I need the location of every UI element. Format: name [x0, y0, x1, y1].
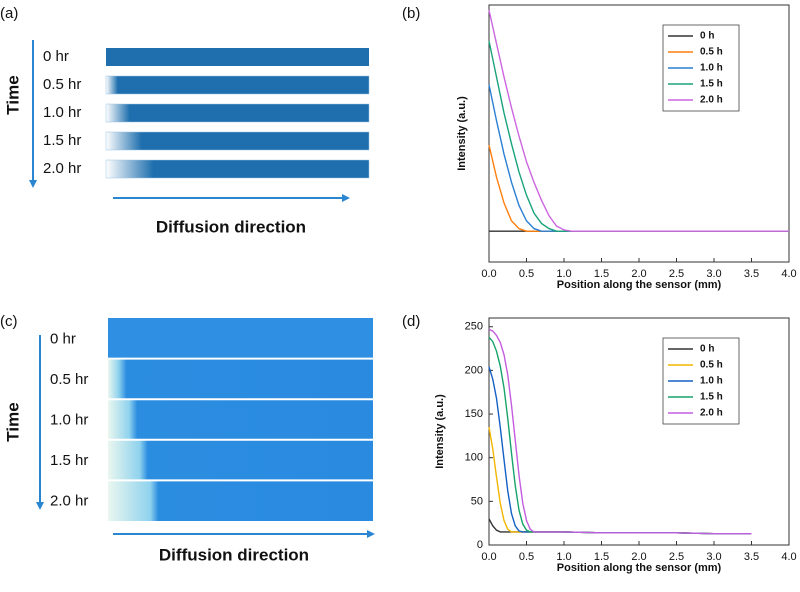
- row-label: 0.5 hr: [43, 76, 81, 93]
- panel-label: (b): [402, 5, 420, 22]
- y-tick-label: 100: [465, 452, 483, 464]
- legend-label: 2.0 h: [700, 408, 723, 419]
- y-tick-label: 150: [465, 408, 483, 420]
- legend-label: 1.0 h: [700, 376, 723, 387]
- row-label: 1.5 hr: [43, 132, 81, 149]
- y-tick-label: 250: [465, 321, 483, 333]
- x-tick-label: 2.0: [631, 268, 646, 280]
- legend-label: 1.5 h: [700, 392, 723, 403]
- diffusion-bar: [105, 103, 370, 123]
- x-tick-label: 2.0: [631, 551, 646, 563]
- x-axis-label: Position along the sensor (mm): [557, 562, 722, 574]
- row-label: 1.5 hr: [50, 452, 88, 469]
- panel-label: (d): [402, 313, 420, 330]
- row-label: 0.5 hr: [50, 371, 88, 388]
- row-label: 0 hr: [43, 48, 69, 65]
- legend-label: 1.0 h: [700, 63, 723, 74]
- series-line: [488, 328, 752, 535]
- arrow-head: [367, 530, 375, 538]
- diffusion-bar: [105, 131, 370, 151]
- sensor-strip: [108, 439, 373, 481]
- panel-label: (c): [0, 313, 18, 330]
- sensor-strip: [108, 358, 373, 400]
- x-tick-label: 0.0: [481, 268, 496, 280]
- time-label: Time: [3, 402, 22, 441]
- x-tick-label: 0.5: [519, 268, 534, 280]
- x-tick-label: 2.5: [669, 268, 684, 280]
- y-tick-label: 50: [471, 495, 483, 507]
- series-line: [488, 40, 789, 232]
- x-tick-label: 3.0: [706, 268, 721, 280]
- row-label: 1.0 hr: [50, 411, 88, 428]
- x-tick-label: 0.5: [519, 551, 534, 563]
- x-tick-label: 1.0: [556, 551, 571, 563]
- direction-label: Diffusion direction: [156, 217, 306, 236]
- x-tick-label: 3.5: [744, 268, 759, 280]
- sensor-strip: [108, 399, 373, 440]
- legend-label: 0 h: [700, 344, 714, 355]
- series-line: [488, 144, 789, 232]
- row-label: 2.0 hr: [50, 493, 88, 510]
- series-line: [488, 9, 789, 232]
- legend-label: 1.5 h: [700, 79, 723, 90]
- arrow-head: [36, 502, 44, 510]
- x-tick-label: 1.0: [556, 268, 571, 280]
- x-tick-label: 4.0: [781, 268, 796, 280]
- series-line: [488, 427, 752, 535]
- diffusion-bar: [106, 48, 369, 66]
- legend-label: 2.0 h: [700, 95, 723, 106]
- arrow-head: [342, 194, 350, 202]
- row-label: 0 hr: [50, 330, 76, 347]
- legend-label: 0.5 h: [700, 47, 723, 58]
- y-tick-label: 200: [465, 364, 483, 376]
- x-tick-label: 0.0: [481, 551, 496, 563]
- x-tick-label: 2.5: [669, 551, 684, 563]
- x-tick-label: 3.5: [744, 551, 759, 563]
- plot-frame: [488, 317, 790, 546]
- panel-label: (a): [0, 5, 18, 22]
- direction-label: Diffusion direction: [159, 545, 309, 564]
- x-axis-label: Position along the sensor (mm): [557, 279, 722, 291]
- legend-label: 0.5 h: [700, 360, 723, 371]
- arrow-head: [29, 180, 37, 188]
- x-tick-label: 1.5: [594, 551, 609, 563]
- diffusion-bar: [105, 75, 370, 95]
- y-axis-label: Intensity (a.u.): [456, 96, 468, 171]
- time-label: Time: [3, 75, 22, 114]
- row-label: 1.0 hr: [43, 104, 81, 121]
- row-label: 2.0 hr: [43, 160, 81, 177]
- sensor-strip: [108, 480, 373, 521]
- y-tick-label: 0: [477, 539, 483, 551]
- x-tick-label: 4.0: [781, 551, 796, 563]
- series-line: [488, 84, 789, 232]
- sensor-strip: [108, 318, 373, 359]
- x-tick-label: 3.0: [706, 551, 721, 563]
- x-tick-label: 1.5: [594, 268, 609, 280]
- plot-frame: [488, 4, 790, 263]
- y-axis-label: Intensity (a.u.): [434, 394, 446, 469]
- legend-label: 0 h: [700, 31, 714, 42]
- diffusion-bar: [105, 159, 370, 179]
